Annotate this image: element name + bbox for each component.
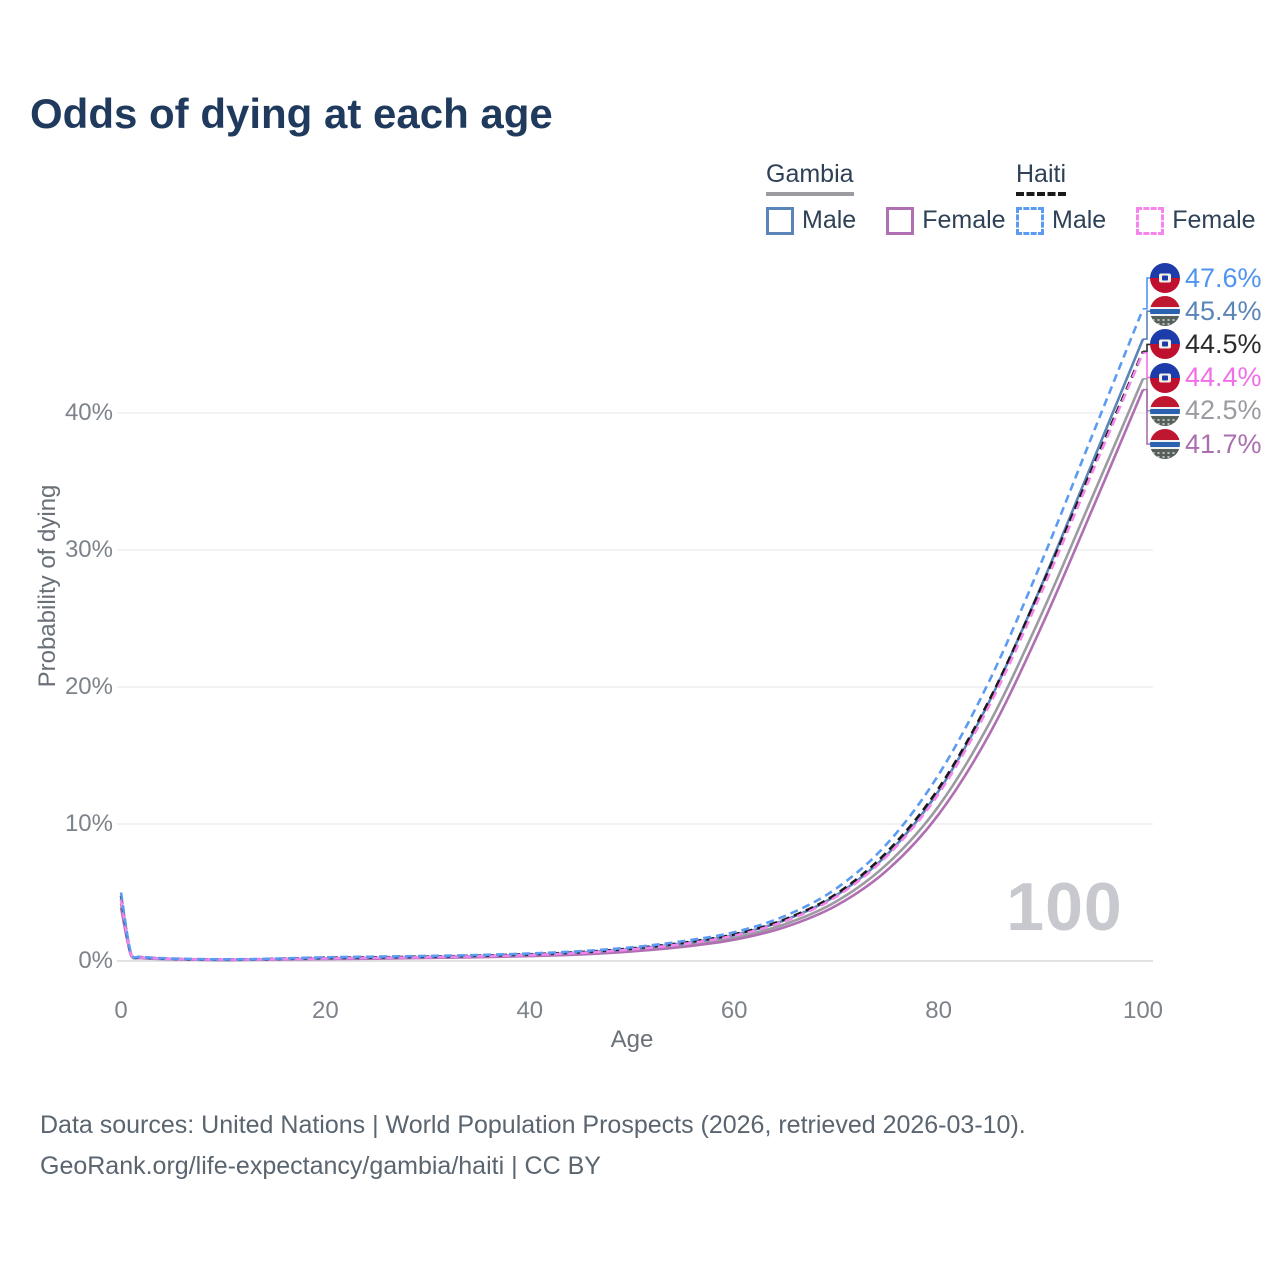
flag-icon-haiti <box>1150 263 1180 293</box>
gambia-texture <box>1150 317 1180 327</box>
watermark-age-100: 100 <box>1006 869 1123 945</box>
haiti-emblem <box>1159 273 1171 283</box>
end-label-value: 45.4% <box>1185 295 1262 326</box>
legend-item-gambia-female[interactable]: Female <box>886 206 1006 235</box>
footer: Data sources: United Nations | World Pop… <box>40 1105 1026 1187</box>
end-label-connector <box>1143 351 1151 379</box>
legend-row: Male Female <box>1016 206 1256 235</box>
y-tick-label-30%: 30% <box>64 536 113 563</box>
x-tick-label-100: 100 <box>1122 997 1164 1024</box>
x-tick-label-80: 80 <box>925 997 952 1024</box>
end-label-row-gambia-female: 41.7% <box>1150 428 1262 460</box>
series-line-gambia-female <box>119 389 1145 962</box>
end-label-row-haiti: 44.5% <box>1150 328 1262 360</box>
legend-item-haiti-male[interactable]: Male <box>1016 206 1106 235</box>
flag-icon-gambia <box>1150 296 1180 327</box>
gambia-texture <box>1150 450 1180 459</box>
gambia-texture <box>1150 416 1180 426</box>
legend-item-label: Female <box>1172 206 1256 234</box>
legend-swatch-icon <box>1016 206 1044 235</box>
end-label-row-haiti-male: 47.6% <box>1150 262 1262 294</box>
end-label-row-haiti-female: 44.4% <box>1150 362 1262 394</box>
x-axis-title: Age <box>610 1026 654 1053</box>
legend-item-gambia-male[interactable]: Male <box>766 206 856 235</box>
series-line-gambia <box>119 378 1145 962</box>
x-tick-label-40: 40 <box>516 997 544 1024</box>
footer-attribution: GeoRank.org/life-expectancy/gambia/haiti… <box>40 1152 601 1180</box>
y-axis-title: Probability of dying <box>34 484 61 688</box>
legend-item-haiti-female[interactable]: Female <box>1136 206 1256 235</box>
chart-title: Odds of dying at each age <box>30 90 553 137</box>
x-tick-label-20: 20 <box>312 997 339 1024</box>
flag-icon-haiti <box>1150 329 1180 360</box>
end-label-value: 41.7% <box>1185 428 1262 459</box>
legend-group-gambia: Gambia Male Female <box>766 160 1006 235</box>
footer-data-sources: Data sources: United Nations | World Pop… <box>40 1111 1026 1139</box>
flag-icon-haiti <box>1150 362 1180 393</box>
end-label-connector <box>1143 343 1151 353</box>
end-label-row-gambia-male: 45.4% <box>1150 295 1262 327</box>
series-line-haiti-male <box>119 308 1145 961</box>
y-tick-label-0%: 0% <box>78 947 113 974</box>
legend-swatch-icon <box>886 206 915 235</box>
legend-group-haiti: Haiti Male Female <box>1016 160 1256 235</box>
legend-item-label: Male <box>1052 206 1107 234</box>
haiti-emblem <box>1159 339 1171 349</box>
legend-group-title-haiti: Haiti <box>1016 160 1067 196</box>
end-label-connector <box>1143 310 1151 340</box>
legend-swatch-icon <box>1136 206 1165 235</box>
legend-item-label: Male <box>802 206 857 234</box>
x-tick-label-60: 60 <box>720 997 748 1024</box>
legend-row: Male Female <box>766 206 1006 235</box>
flag-icon-gambia <box>1150 395 1180 426</box>
end-label-connector <box>1143 388 1151 445</box>
series-line-gambia-male <box>119 338 1145 962</box>
legend-group-title-gambia: Gambia <box>766 160 854 196</box>
flag-icon-gambia <box>1150 429 1180 459</box>
x-tick-label-0: 0 <box>114 997 128 1024</box>
series-line-haiti-female <box>119 352 1145 961</box>
end-label-connector <box>1143 277 1151 310</box>
y-tick-label-40%: 40% <box>64 399 113 426</box>
end-label-value: 44.4% <box>1185 362 1262 393</box>
y-tick-label-10%: 10% <box>64 810 113 837</box>
end-label-value: 44.5% <box>1185 328 1262 359</box>
end-label-value: 47.6% <box>1185 262 1262 293</box>
legend-swatch-icon <box>766 206 794 235</box>
end-label-value: 42.5% <box>1185 395 1262 426</box>
end-label-row-gambia: 42.5% <box>1150 395 1262 427</box>
y-tick-label-20%: 20% <box>64 673 113 700</box>
series-line-haiti <box>119 350 1145 961</box>
legend-item-label: Female <box>922 206 1006 234</box>
haiti-emblem <box>1159 373 1171 383</box>
